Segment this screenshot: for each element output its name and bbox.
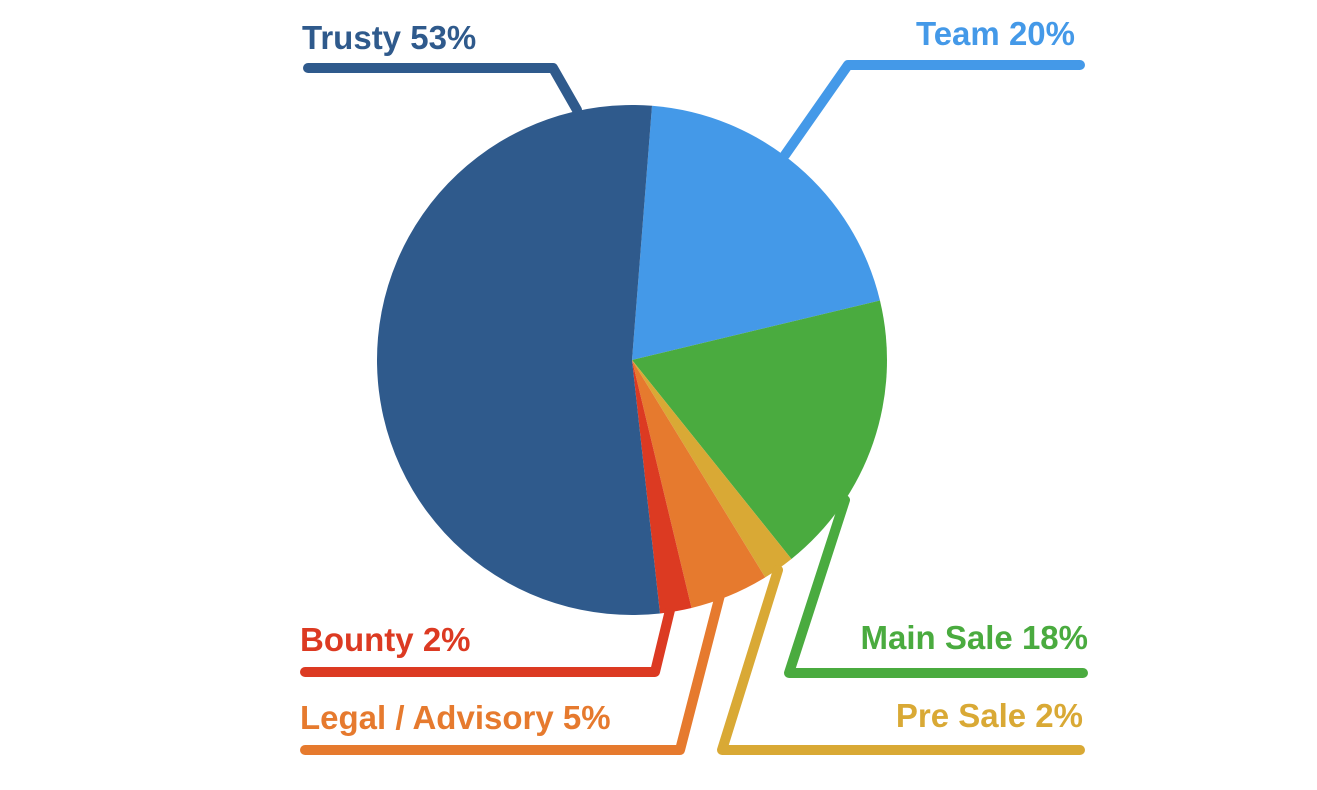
slice-name: Pre Sale	[896, 697, 1026, 734]
slice-value: 53%	[410, 19, 476, 56]
slice-value: 2%	[423, 621, 471, 658]
slice-label: Legal / Advisory 5%	[300, 699, 611, 736]
leader-line	[784, 495, 1088, 678]
pie-slice	[632, 300, 887, 560]
slice-name: Trusty	[302, 19, 402, 56]
leader-line	[717, 565, 1085, 755]
slice-label: Trusty 53%	[302, 19, 476, 56]
pie-slice	[377, 104, 660, 616]
slice-name: Legal / Advisory	[300, 699, 554, 736]
pie-slice	[632, 360, 792, 578]
slice-value: 2%	[1035, 697, 1083, 734]
slice-value: 18%	[1022, 619, 1088, 656]
pie-slice	[632, 105, 880, 361]
leader-line	[300, 605, 675, 677]
slice-name: Team	[916, 15, 1000, 52]
slice-value: 20%	[1009, 15, 1075, 52]
leader-line	[300, 590, 725, 755]
slice-label: Main Sale 18%	[861, 619, 1088, 656]
slice-name: Bounty	[300, 621, 414, 658]
slice-name: Main Sale	[861, 619, 1013, 656]
slice-label: Bounty 2%	[300, 621, 471, 658]
pie-slice	[632, 360, 766, 608]
leader-line	[303, 63, 582, 115]
pie-slice	[632, 360, 692, 614]
slice-label: Pre Sale 2%	[896, 697, 1083, 734]
slice-label: Team 20%	[916, 15, 1075, 52]
leader-line	[780, 60, 1085, 160]
slice-value: 5%	[563, 699, 611, 736]
